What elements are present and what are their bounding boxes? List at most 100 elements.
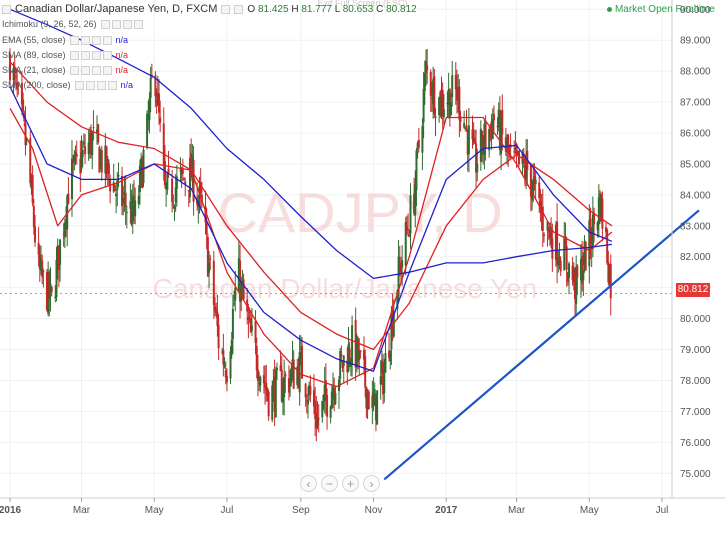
candle-body [492,113,495,121]
candle-body [31,175,34,204]
candle-body [424,61,427,74]
candle-body [292,359,295,389]
indicator-legend-ema55[interactable]: EMA (55, close) n/a [2,35,128,45]
candle-body [188,158,191,198]
indicator-value: n/a [115,35,129,45]
candle-body [39,258,42,271]
candle-body [401,260,404,268]
candle-body [582,269,585,281]
candle-body [341,360,344,368]
candle-body [568,263,571,278]
ma-line [9,107,613,388]
candle-body [267,391,270,417]
candle-body [404,221,407,266]
candle-body [507,135,510,152]
candle-body [466,129,469,155]
x-tick-label: Nov [365,505,383,516]
collapse-icon[interactable] [2,4,11,14]
candle-body [306,399,309,405]
candle-body [81,149,84,158]
candle-body [130,204,133,225]
indicator-controls[interactable] [69,65,112,75]
candle-body [49,283,52,295]
candle-body [589,218,592,245]
candle-body [588,220,591,267]
candle-body [184,181,187,185]
candle-body [17,84,20,86]
candle-body [72,159,75,162]
candle-body [99,152,102,168]
candle-body [225,375,228,383]
candle-body [455,87,458,101]
scroll-right-button[interactable]: › [363,475,380,492]
x-tick-label: Jul [656,505,669,516]
candle-body [132,196,135,214]
x-tick-label: Mar [73,505,91,516]
settings-icon [80,50,90,60]
candle-body [241,284,244,286]
candle-body [231,308,234,340]
candle-body [113,184,116,192]
y-tick-label: 78.000 [680,376,711,387]
candle-body [593,212,596,225]
candle-body [73,154,76,163]
candle-body [608,267,611,284]
time-axis[interactable]: 2016 Mar May Jul Sep Nov 2017 Mar May Jul [0,497,725,516]
indicator-legend-sma89[interactable]: SMA (89, close) n/a [2,50,128,60]
indicator-legend-ichimoku[interactable]: Ichimoku (9, 26, 52, 26) [2,19,143,29]
indicator-controls[interactable] [69,50,112,60]
candle-body [146,113,149,148]
candle-body [324,380,327,399]
y-tick-label: 87.000 [680,98,711,109]
candle-body [20,82,23,105]
candle-body [287,378,290,393]
candle-body [415,150,418,191]
zoom-controls: ‹ − + › [300,475,380,492]
zoom-in-button[interactable]: + [342,475,359,492]
candle-body [233,303,236,305]
indicator-controls[interactable] [74,80,117,90]
ma-line [9,61,613,351]
price-axis[interactable]: 75.00076.00077.00078.00079.00080.00081.0… [671,0,711,498]
candle-body [138,165,141,193]
candle-body [534,179,537,185]
indicator-legend-sma21[interactable]: SMA (21, close) n/a [2,65,128,75]
candle-body [37,242,40,255]
trendline[interactable] [383,209,700,481]
candle-body [41,260,44,277]
zoom-out-button[interactable]: − [321,475,338,492]
candle-body [121,175,124,207]
candle-body [214,306,217,312]
close-icon[interactable] [234,4,244,14]
symbol-title[interactable]: Canadian Dollar/Japanese Yen, D, FXCM [15,3,218,15]
candle-body [299,348,302,350]
candle-body [523,164,526,177]
settings-icon[interactable] [221,4,231,14]
candle-body [366,391,369,410]
scroll-left-button[interactable]: ‹ [300,475,317,492]
candle-body [209,258,212,260]
settings-icon [80,35,90,45]
candle-body [63,222,66,238]
candle-body [497,109,500,128]
candle-body [451,75,454,98]
candle-body [426,65,429,71]
candle-body [234,287,237,301]
close-icon [91,35,101,45]
x-tick-label: Mar [508,505,526,516]
indicator-controls[interactable] [100,19,143,29]
high-value: 81.777 [301,3,332,15]
x-tick-label: May [145,505,164,516]
candle-body [237,258,240,291]
candle-body [250,326,253,331]
candle-body [175,176,178,189]
candle-body [591,214,594,250]
candle-body [565,245,568,270]
candle-body [13,67,16,74]
candle-body [258,382,261,384]
candle-body [382,362,385,395]
indicator-controls[interactable] [69,35,112,45]
exit-fullscreen-hint[interactable]: Exit Full Screen (ESC) [317,0,408,8]
indicator-legend-sma200[interactable]: SMA (200, close) n/a [2,80,133,90]
